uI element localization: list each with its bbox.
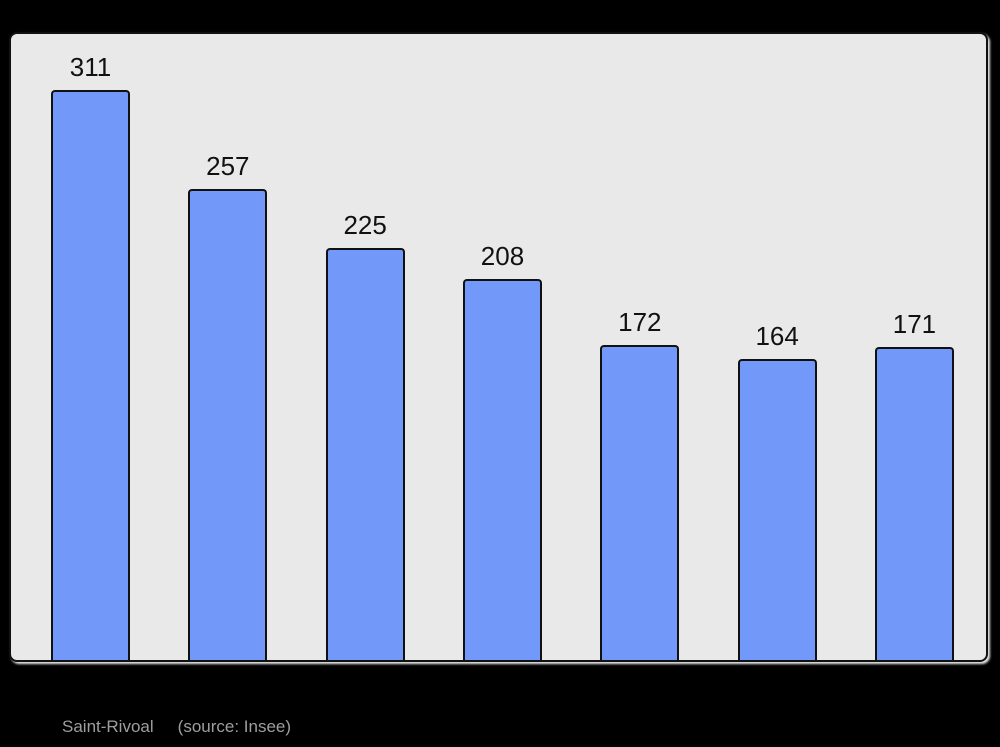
- caption-source: (source: Insee): [177, 717, 292, 736]
- caption-title: Saint-Rivoal: [62, 717, 154, 736]
- bar: [188, 189, 268, 660]
- bar-column: 164: [737, 321, 817, 660]
- bar: [737, 359, 817, 660]
- bar-value-label: 164: [755, 321, 799, 351]
- bar-value-label: 225: [343, 210, 387, 240]
- bar-column: 311: [51, 53, 130, 660]
- bar: [600, 345, 680, 660]
- bar-column: 257: [188, 151, 268, 660]
- bars-container: 311 257 225 208 172 164 171: [11, 34, 986, 660]
- plot-area: 311 257 225 208 172 164 171: [9, 32, 988, 662]
- bar-column: 225: [325, 210, 405, 660]
- bar-column: 171: [874, 309, 954, 660]
- bar-column: 208: [462, 241, 542, 660]
- bar-value-label: 208: [480, 241, 525, 271]
- bar-value-label: 257: [206, 151, 250, 181]
- bar-value-label: 172: [618, 307, 662, 337]
- caption: Saint-Rivoal (source: Insee): [62, 715, 291, 739]
- bar-value-label: 171: [892, 309, 937, 339]
- bar-value-label: 311: [69, 52, 112, 82]
- bar: [874, 347, 954, 660]
- bar: [462, 279, 542, 660]
- bar: [51, 90, 130, 660]
- bar-column: 172: [600, 307, 680, 660]
- bar: [325, 248, 405, 660]
